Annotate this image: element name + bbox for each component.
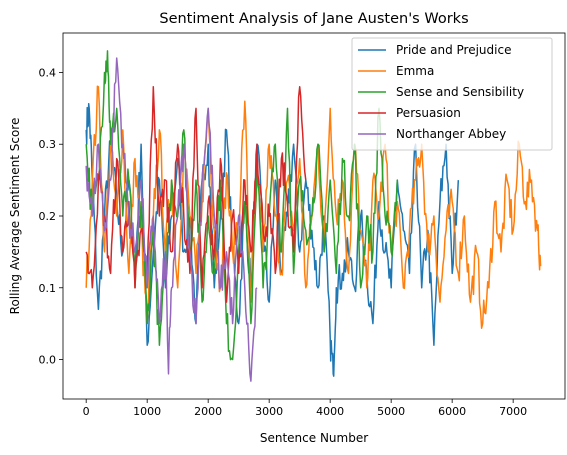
x-axis-label: Sentence Number [260, 431, 368, 445]
x-axis-ticks: 0 1000 2000 3000 4000 5000 6000 7000 [83, 399, 527, 418]
y-tick-label: 0.0 [39, 354, 57, 367]
x-tick-label: 5000 [377, 405, 405, 418]
legend-label: Sense and Sensibility [396, 85, 524, 99]
x-tick-label: 0 [83, 405, 90, 418]
x-tick-label: 1000 [133, 405, 161, 418]
legend-label: Emma [396, 64, 434, 78]
plot-lines [85, 50, 542, 382]
series-line-1 [85, 85, 542, 329]
y-axis-ticks: 0.0 0.1 0.2 0.3 0.4 [39, 66, 63, 367]
x-tick-label: 3000 [255, 405, 283, 418]
legend-label: Northanger Abbey [396, 127, 506, 141]
y-tick-label: 0.3 [39, 138, 57, 151]
y-tick-label: 0.2 [39, 210, 57, 223]
y-tick-label: 0.1 [39, 282, 57, 295]
x-tick-label: 4000 [316, 405, 344, 418]
legend-label: Pride and Prejudice [396, 43, 511, 57]
legend: Pride and Prejudice Emma Sense and Sensibi… [351, 37, 553, 151]
chart-title: Sentiment Analysis of Jane Austen's Work… [159, 11, 468, 27]
legend-label: Persuasion [396, 106, 461, 120]
x-tick-label: 2000 [194, 405, 222, 418]
x-tick-label: 7000 [499, 405, 527, 418]
y-tick-label: 0.4 [39, 66, 57, 79]
y-axis-label: Rolling Average Sentiment Score [8, 118, 22, 315]
x-tick-label: 6000 [438, 405, 466, 418]
series-line-4 [85, 57, 258, 382]
legend-box [351, 37, 553, 151]
series-line-3 [85, 86, 307, 303]
